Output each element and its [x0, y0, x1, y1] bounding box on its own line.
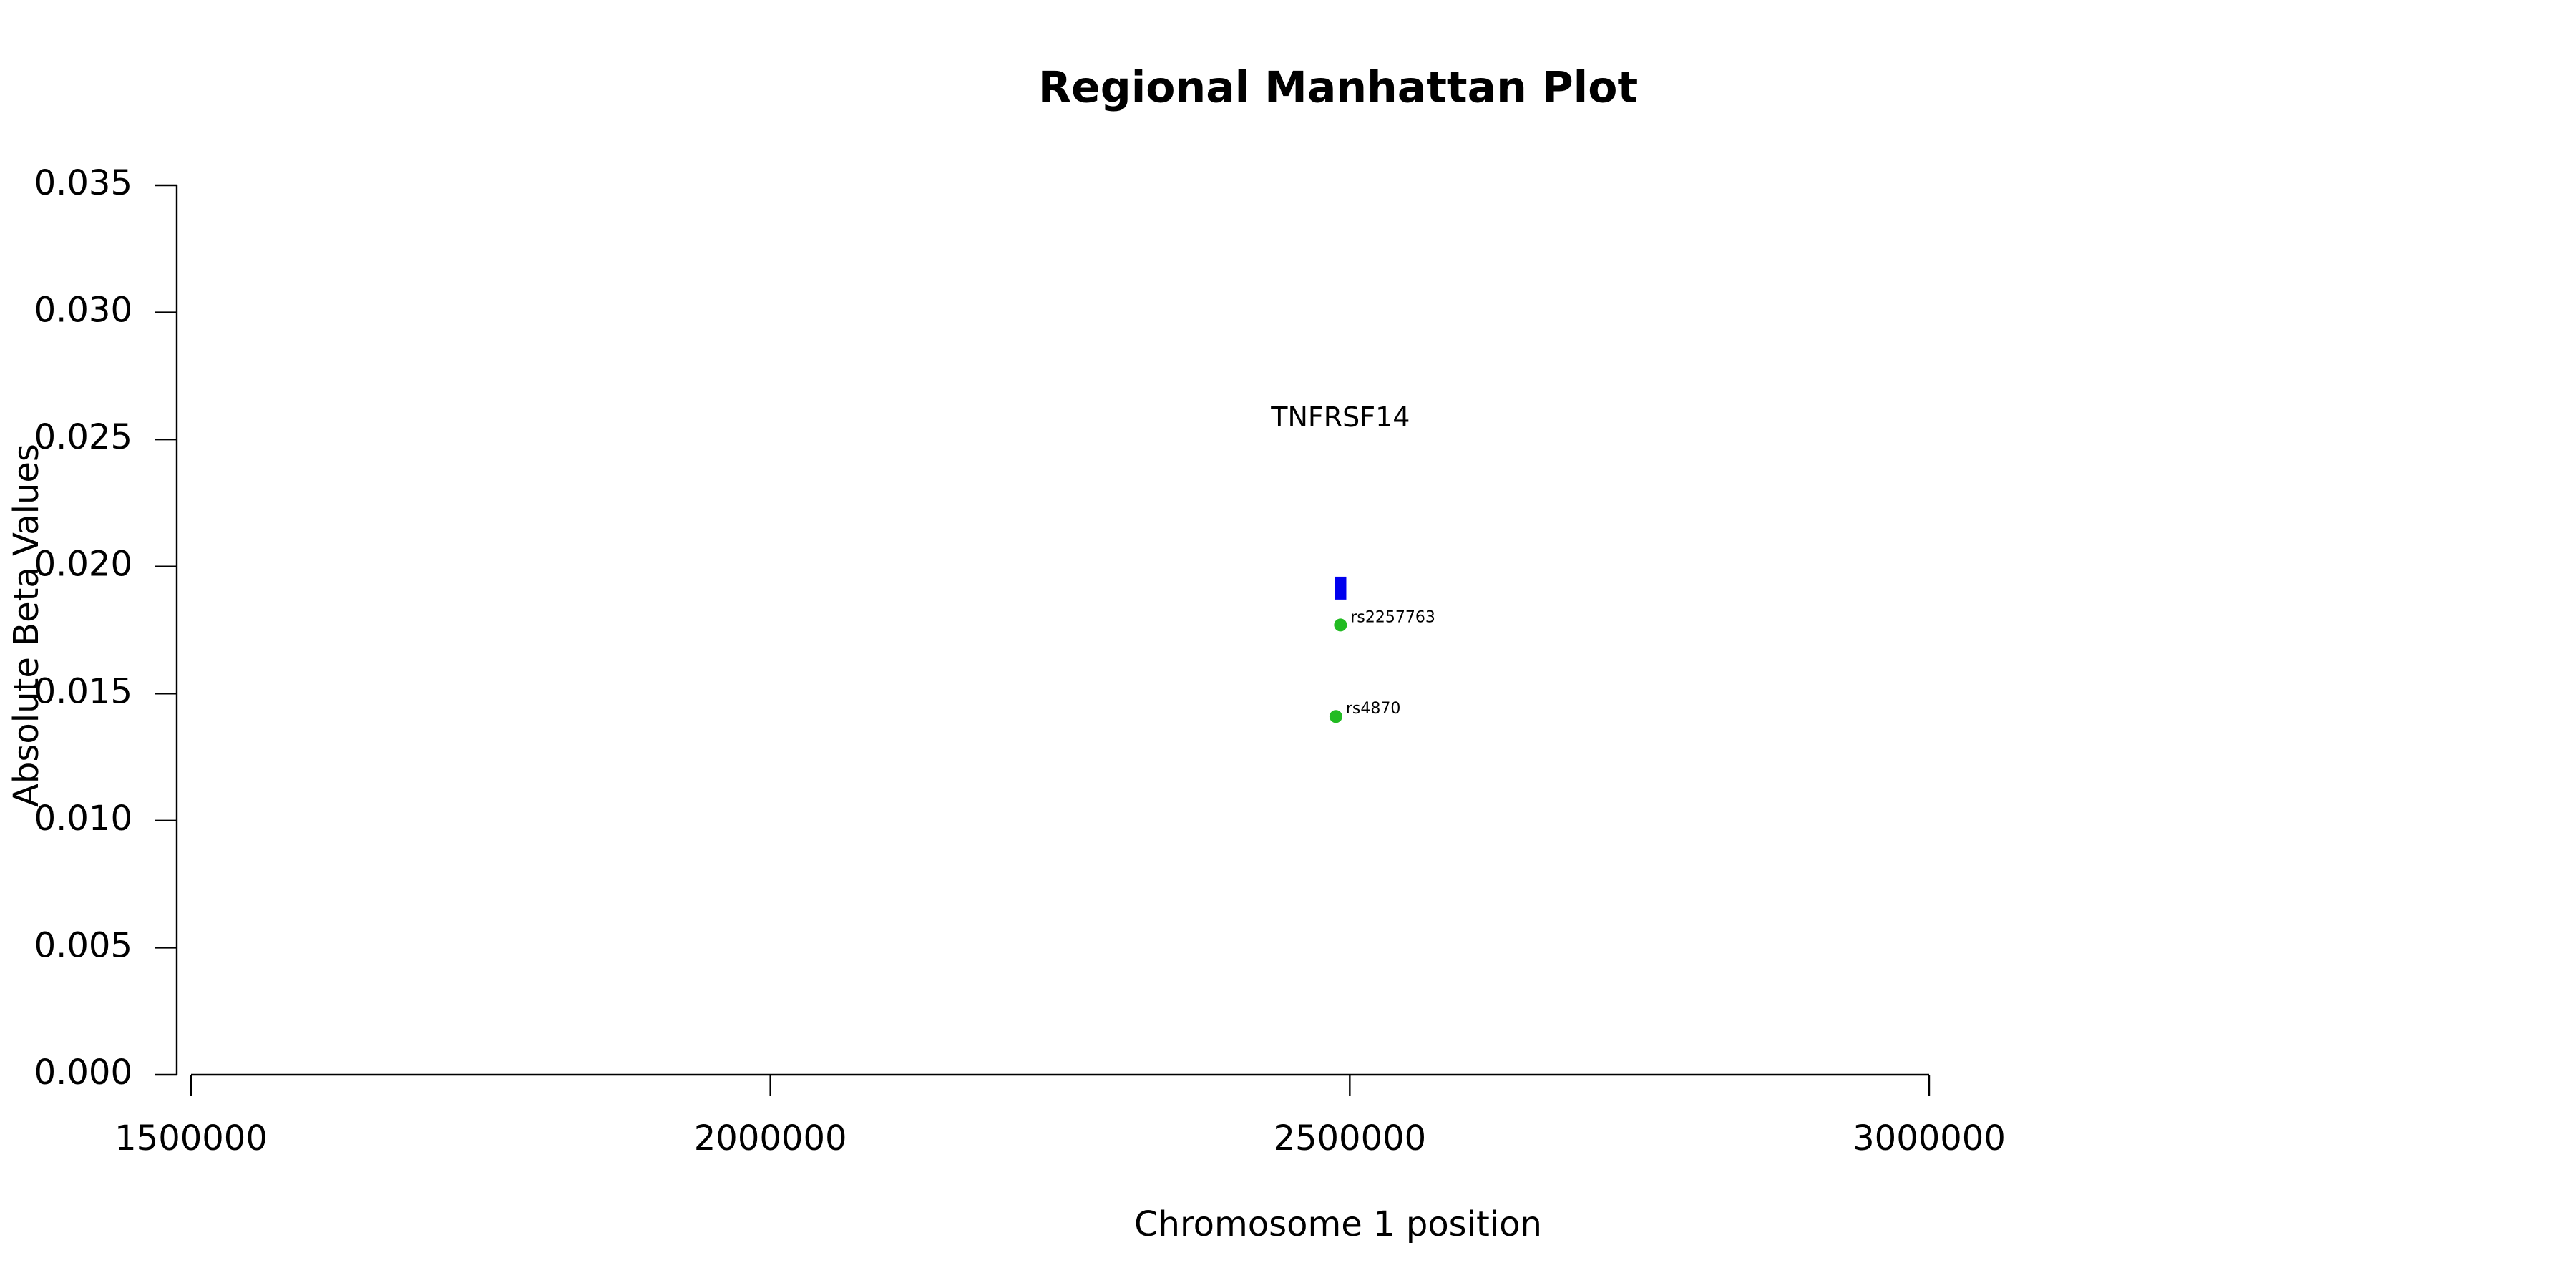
snp-point — [1334, 618, 1347, 632]
y-tick-label: 0.020 — [34, 545, 132, 585]
chart-title: Regional Manhattan Plot — [1038, 63, 1638, 113]
y-tick-label: 0.010 — [34, 799, 132, 839]
axes: 0.000 0.005 0.010 0.015 0.020 0.025 0.030 0.035… — [34, 163, 2006, 1158]
y-tick-label: 0.000 — [34, 1053, 132, 1093]
y-tick-label: 0.025 — [34, 417, 132, 457]
y-tick-label: 0.035 — [34, 163, 132, 203]
x-axis-title: Chromosome 1 position — [1134, 1204, 1542, 1244]
x-tick-label: 3000000 — [1853, 1118, 2006, 1158]
y-tick-label: 0.015 — [34, 671, 132, 711]
x-tick-label: 2000000 — [694, 1118, 847, 1158]
snp-label: rs2257763 — [1350, 608, 1435, 626]
gene-label: TNFRSF14 — [1270, 401, 1410, 433]
gene-track: TNFRSF14 — [1270, 401, 1410, 600]
y-tick-label: 0.030 — [34, 291, 132, 331]
gene-bar — [1335, 576, 1347, 600]
y-axis-title: Absolute Beta Values — [6, 444, 47, 807]
snp-label: rs4870 — [1346, 700, 1401, 718]
y-tick-label: 0.005 — [34, 925, 132, 965]
x-tick-label: 1500000 — [114, 1118, 268, 1158]
snp-points: rs2257763 rs4870 — [1329, 608, 1435, 723]
x-tick-label: 2500000 — [1273, 1118, 1426, 1158]
snp-point — [1329, 710, 1342, 723]
